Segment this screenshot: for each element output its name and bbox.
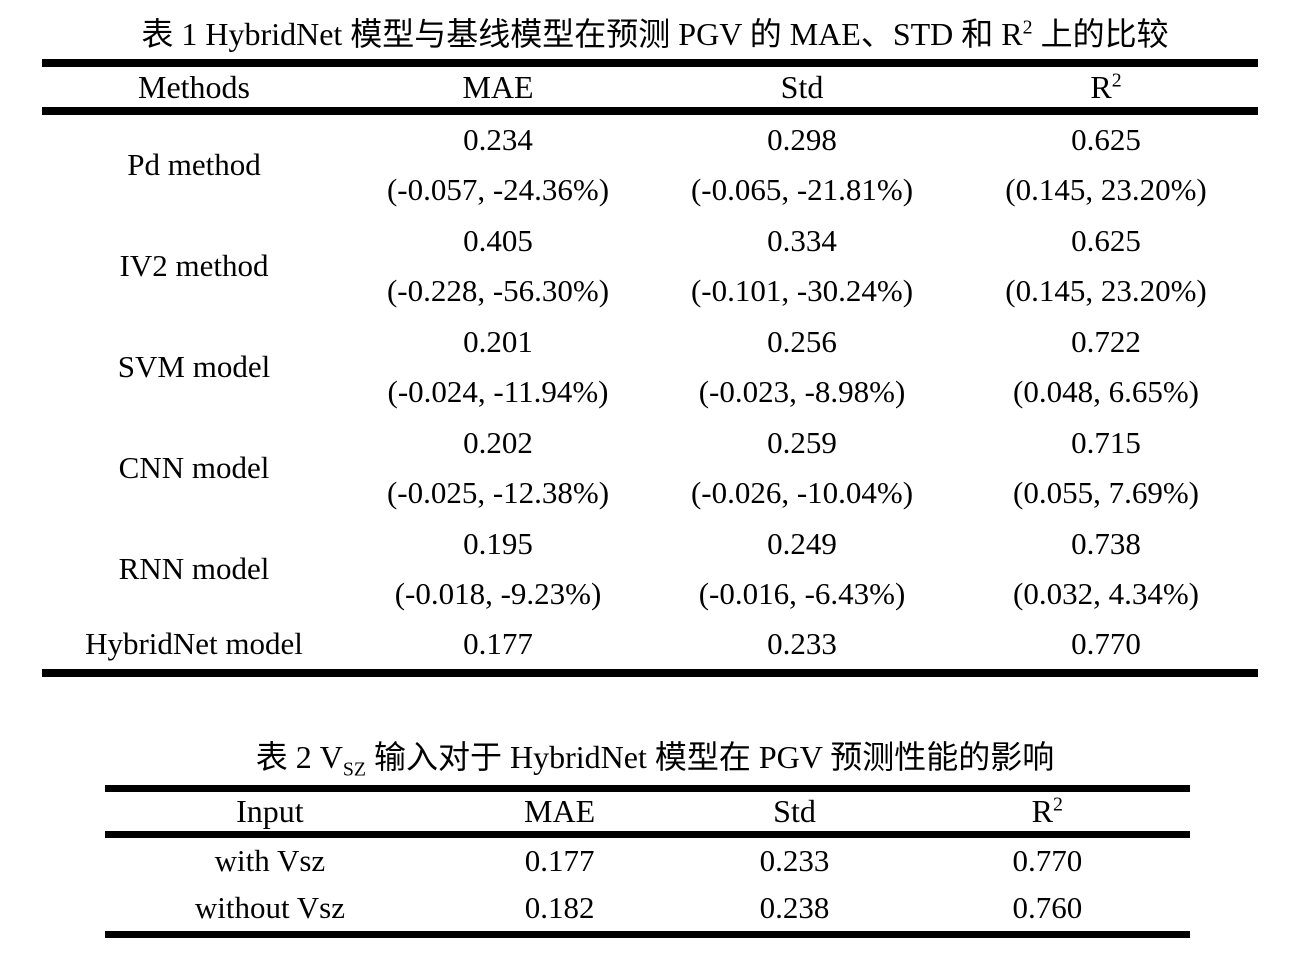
mae-cell: 0.202 (-0.025, -12.38%)	[346, 417, 650, 518]
method-cell: IV2 method	[119, 247, 269, 283]
table1-header-mae: MAE	[462, 68, 534, 105]
table1: Methods MAE Std R2 Pd method 0.234 (-0.05…	[42, 59, 1258, 677]
std-cell: 0.334 (-0.101, -30.24%)	[650, 215, 954, 316]
table-row-without-vsz: without Vsz 0.182 0.238 0.760	[105, 885, 1190, 935]
table2-caption-prefix: 表 2 V	[255, 739, 343, 775]
table2-header-r2-superscript: 2	[1053, 793, 1063, 816]
input-cell: with Vsz	[214, 843, 326, 879]
std-cell: 0.298 (-0.065, -21.81%)	[650, 111, 954, 215]
mae-delta: (-0.018, -9.23%)	[394, 575, 602, 611]
r2-value: 0.722	[1071, 323, 1141, 359]
mae-cell: 0.201 (-0.024, -11.94%)	[346, 316, 650, 417]
mae-cell: 0.234 (-0.057, -24.36%)	[346, 111, 650, 215]
mae-value: 0.201	[463, 323, 533, 359]
r2-delta: (0.032, 4.34%)	[1013, 575, 1199, 611]
r2-value: 0.625	[1071, 122, 1141, 157]
std-delta: (-0.016, -6.43%)	[698, 575, 906, 611]
mae-delta: (-0.025, -12.38%)	[386, 474, 610, 510]
table1-header-std: Std	[780, 68, 824, 105]
mae-cell: 0.405 (-0.228, -56.30%)	[346, 215, 650, 316]
r2-cell: 0.770	[1012, 843, 1083, 879]
table2-header-std: Std	[773, 793, 816, 829]
std-value: 0.298	[767, 122, 837, 157]
mae-value: 0.202	[463, 424, 533, 460]
r2-value: 0.625	[1071, 222, 1141, 258]
table1-caption-prefix: 表 1 HybridNet 模型与基线模型在预测 PGV 的 MAE、STD 和…	[141, 16, 1023, 52]
mae-cell: 0.177	[463, 626, 533, 661]
std-cell: 0.238	[759, 889, 830, 925]
table1-header-methods: Methods	[138, 68, 250, 105]
table1-header-row: Methods MAE Std R2	[42, 63, 1258, 111]
std-value: 0.249	[767, 525, 837, 561]
r2-cell: 0.770	[1071, 626, 1141, 661]
std-delta: (-0.065, -21.81%)	[690, 172, 914, 207]
mae-delta: (-0.228, -56.30%)	[386, 272, 610, 308]
r2-delta: (0.055, 7.69%)	[1013, 474, 1199, 510]
r2-delta: (0.145, 23.20%)	[1005, 172, 1207, 207]
table-row-rnn-model: RNN model 0.195 (-0.018, -9.23%) 0.249 (-0…	[42, 518, 1258, 619]
table2-caption: 表 2 VSZ 输入对于 HybridNet 模型在 PGV 预测性能的影响	[0, 737, 1310, 781]
r2-value: 0.738	[1071, 525, 1141, 561]
r2-delta: (0.048, 6.65%)	[1013, 373, 1199, 409]
table2-caption-subscript: SZ	[342, 758, 366, 781]
std-cell: 0.256 (-0.023, -8.98%)	[650, 316, 954, 417]
table1-caption: 表 1 HybridNet 模型与基线模型在预测 PGV 的 MAE、STD 和…	[0, 14, 1310, 54]
table1-caption-superscript: 2	[1022, 16, 1033, 39]
r2-value: 0.715	[1071, 424, 1141, 460]
table2-header-r2-base: R	[1031, 793, 1054, 829]
table1-header-r2-superscript: 2	[1111, 68, 1122, 91]
method-cell: HybridNet model	[85, 626, 303, 661]
table2-header-row: Input MAE Std R2	[105, 789, 1190, 835]
std-cell: 0.249 (-0.016, -6.43%)	[650, 518, 954, 619]
mae-cell: 0.182	[524, 889, 595, 925]
r2-cell: 0.760	[1012, 889, 1083, 925]
table-row-svm-model: SVM model 0.201 (-0.024, -11.94%) 0.256 (-…	[42, 316, 1258, 417]
input-cell: without Vsz	[194, 889, 345, 925]
std-value: 0.259	[767, 424, 837, 460]
table-row-hybridnet-model: HybridNet model 0.177 0.233 0.770	[42, 619, 1258, 673]
method-cell: SVM model	[117, 348, 271, 384]
std-cell: 0.233	[759, 843, 830, 879]
std-delta: (-0.023, -8.98%)	[698, 373, 906, 409]
table1-caption-suffix: 上的比较	[1032, 16, 1169, 52]
table2: Input MAE Std R2 with Vsz 0.177 0.233 0.…	[105, 785, 1190, 938]
std-value: 0.334	[767, 222, 837, 258]
table2-header-mae: MAE	[524, 793, 596, 829]
r2-cell: 0.625 (0.145, 23.20%)	[954, 215, 1258, 316]
mae-value: 0.195	[463, 525, 533, 561]
table1-header-r2-base: R	[1090, 68, 1112, 105]
table-row-iv2-method: IV2 method 0.405 (-0.228, -56.30%) 0.334 (…	[42, 215, 1258, 316]
r2-cell: 0.738 (0.032, 4.34%)	[954, 518, 1258, 619]
method-cell: CNN model	[118, 449, 270, 485]
std-cell: 0.259 (-0.026, -10.04%)	[650, 417, 954, 518]
std-delta: (-0.101, -30.24%)	[690, 272, 914, 308]
table2-header-input: Input	[236, 793, 304, 829]
mae-delta: (-0.024, -11.94%)	[387, 373, 609, 409]
std-value: 0.256	[767, 323, 837, 359]
table-row-pd-method: Pd method 0.234 (-0.057, -24.36%) 0.298 (-…	[42, 111, 1258, 215]
mae-value: 0.234	[463, 122, 533, 157]
method-cell: RNN model	[118, 550, 270, 586]
table-row-with-vsz: with Vsz 0.177 0.233 0.770	[105, 835, 1190, 885]
r2-delta: (0.145, 23.20%)	[1005, 272, 1207, 308]
r2-cell: 0.625 (0.145, 23.20%)	[954, 111, 1258, 215]
r2-cell: 0.715 (0.055, 7.69%)	[954, 417, 1258, 518]
table2-header-r2: R2	[905, 789, 1190, 835]
std-cell: 0.233	[767, 626, 837, 661]
mae-cell: 0.177	[524, 843, 595, 879]
mae-cell: 0.195 (-0.018, -9.23%)	[346, 518, 650, 619]
r2-cell: 0.722 (0.048, 6.65%)	[954, 316, 1258, 417]
table-row-cnn-model: CNN model 0.202 (-0.025, -12.38%) 0.259 (-…	[42, 417, 1258, 518]
mae-value: 0.405	[463, 222, 533, 258]
method-cell: Pd method	[127, 147, 261, 182]
std-delta: (-0.026, -10.04%)	[690, 474, 914, 510]
table1-header-r2: R2	[954, 63, 1258, 111]
mae-delta: (-0.057, -24.36%)	[386, 172, 610, 207]
table2-caption-suffix: 输入对于 HybridNet 模型在 PGV 预测性能的影响	[365, 739, 1055, 775]
